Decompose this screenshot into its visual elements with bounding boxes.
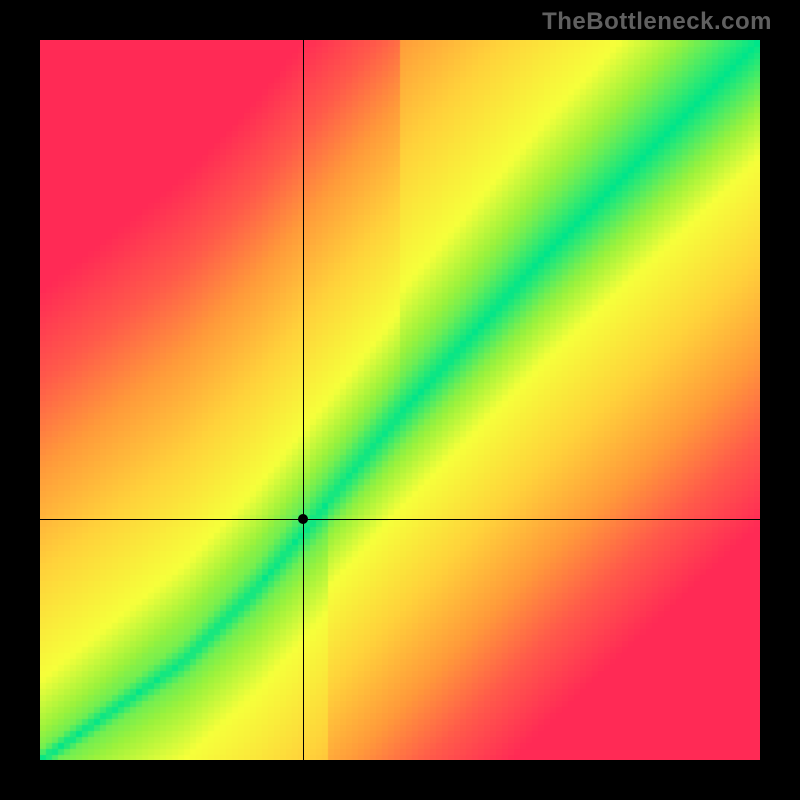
chart-container: TheBottleneck.com [0,0,800,800]
crosshair-vertical [303,40,304,760]
data-point-marker [298,514,308,524]
bottleneck-heatmap [40,40,760,760]
watermark-text: TheBottleneck.com [542,8,772,36]
crosshair-horizontal [40,519,760,520]
